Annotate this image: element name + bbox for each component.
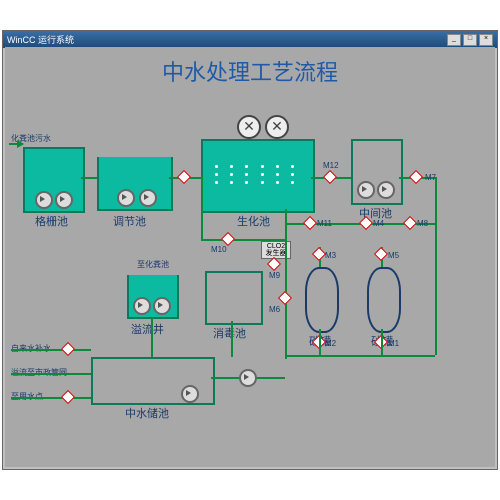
tank-disinfect	[205, 271, 263, 325]
pipe	[151, 317, 153, 357]
vessel-carbon	[305, 267, 339, 333]
pipe	[81, 177, 97, 179]
label-m3: M3	[325, 251, 336, 260]
label-storage: 中水储池	[125, 405, 169, 421]
tank-overflow-well	[127, 275, 179, 319]
pipe	[319, 329, 321, 355]
valve-m7	[411, 172, 421, 182]
diagram-title: 中水处理工艺流程	[5, 55, 495, 87]
tank-bio	[201, 139, 315, 213]
label-m12: M12	[323, 161, 339, 170]
pump-icon	[139, 189, 157, 207]
valve-m10	[223, 234, 233, 244]
pump-icon	[117, 189, 135, 207]
tank-grid	[23, 147, 85, 213]
valve-icon	[63, 392, 73, 402]
pump-icon	[377, 181, 395, 199]
label-m9: M9	[269, 271, 280, 280]
title-bar: WinCC 运行系统 _ □ ×	[3, 31, 497, 48]
valve-m6	[280, 293, 290, 303]
fan-icon	[237, 115, 261, 139]
valve-m3	[314, 249, 324, 259]
tank-adjust	[97, 157, 173, 211]
label-m6: M6	[269, 305, 280, 314]
pipe	[201, 239, 285, 241]
valve-icon	[179, 172, 189, 182]
pump-icon	[357, 181, 375, 199]
valve-m11	[305, 218, 315, 228]
app-window: WinCC 运行系统 _ □ × 中水处理工艺流程 格栅池 调节池	[2, 30, 498, 470]
label-overflow-well: 溢流井	[131, 321, 164, 337]
label-m5: M5	[388, 251, 399, 260]
pipe	[435, 177, 437, 355]
valve-m12	[325, 172, 335, 182]
label-to-hua: 至化粪池	[137, 259, 169, 270]
pipe	[381, 329, 383, 355]
minimize-button[interactable]: _	[447, 34, 461, 46]
pipe	[11, 373, 91, 375]
valve-m5	[376, 249, 386, 259]
pipe	[231, 321, 233, 357]
pipe	[285, 209, 287, 359]
scada-canvas: 中水处理工艺流程 格栅池 调节池 生化池 中间池	[5, 47, 495, 467]
close-button[interactable]: ×	[479, 34, 493, 46]
maximize-button[interactable]: □	[463, 34, 477, 46]
label-m1: M1	[388, 339, 399, 348]
valve-m9	[269, 259, 279, 269]
window-title: WinCC 运行系统	[7, 33, 74, 46]
pump-icon	[239, 369, 257, 387]
label-bio: 生化池	[237, 213, 270, 229]
valve-m4	[361, 218, 371, 228]
fan-icon	[265, 115, 289, 139]
pump-icon	[133, 297, 151, 315]
label-m4: M4	[373, 219, 384, 228]
arrow-icon	[17, 140, 24, 148]
pump-icon	[153, 297, 171, 315]
valve-m8	[405, 218, 415, 228]
vessel-sand	[367, 267, 401, 333]
valve-icon	[63, 344, 73, 354]
pipe	[11, 397, 91, 399]
tank-storage	[91, 357, 215, 405]
label-adjust: 调节池	[113, 213, 146, 229]
pipe	[201, 177, 203, 239]
label-disinfect: 消毒池	[213, 325, 246, 341]
pump-icon	[55, 191, 73, 209]
label-m2: M2	[325, 339, 336, 348]
pipe	[11, 349, 91, 351]
pipe	[285, 355, 435, 357]
pump-icon	[35, 191, 53, 209]
label-m8: M8	[417, 219, 428, 228]
tank-mid	[351, 139, 403, 205]
label-m11: M11	[317, 219, 332, 228]
pump-icon	[181, 385, 199, 403]
label-m10: M10	[211, 245, 227, 254]
label-grid: 格栅池	[35, 213, 68, 229]
